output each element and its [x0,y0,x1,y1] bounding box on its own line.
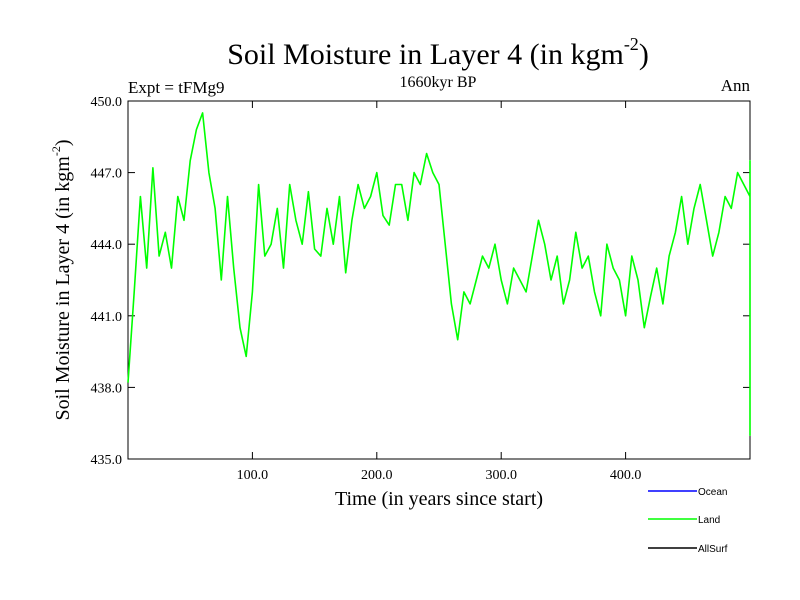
experiment-label: Expt = tFMg9 [128,78,225,97]
y-tick-label: 444.0 [91,238,123,253]
y-tick-label: 438.0 [91,381,123,396]
x-tick-label: 400.0 [610,468,642,483]
legend-label-allsurf: AllSurf [698,544,728,555]
chart-title: Soil Moisture in Layer 4 (in kgm-2) [227,34,649,71]
series-layer [127,112,751,436]
x-axis-label: Time (in years since start) [335,488,543,510]
legend-label-ocean: Ocean [698,487,727,498]
chart-title-superscript: -2 [624,34,639,54]
y-tick-label: 450.0 [91,95,123,110]
y-axis-label-close: ) [52,139,74,146]
y-axis-ticks: 435.0 438.0 441.0 444.0 447.0 450.0 [91,95,750,468]
season-label: Ann [721,76,751,95]
y-tick-label: 447.0 [91,167,123,182]
series-line-land [127,112,751,436]
y-axis-label: Soil Moisture in Layer 4 (in kgm-2) [49,139,74,420]
y-tick-label: 435.0 [91,453,123,468]
y-axis-label-superscript: -2 [49,146,63,156]
legend: Ocean Land AllSurf [648,487,728,555]
x-axis-ticks: 100.0 200.0 300.0 400.0 [237,101,642,483]
legend-label-land: Land [698,515,720,526]
y-tick-label: 441.0 [91,310,123,325]
x-tick-label: 200.0 [361,468,393,483]
chart-title-close: ) [639,38,649,71]
chart-subtitle: 1660kyr BP [400,74,477,91]
x-tick-label: 100.0 [237,468,269,483]
x-tick-label: 300.0 [485,468,517,483]
